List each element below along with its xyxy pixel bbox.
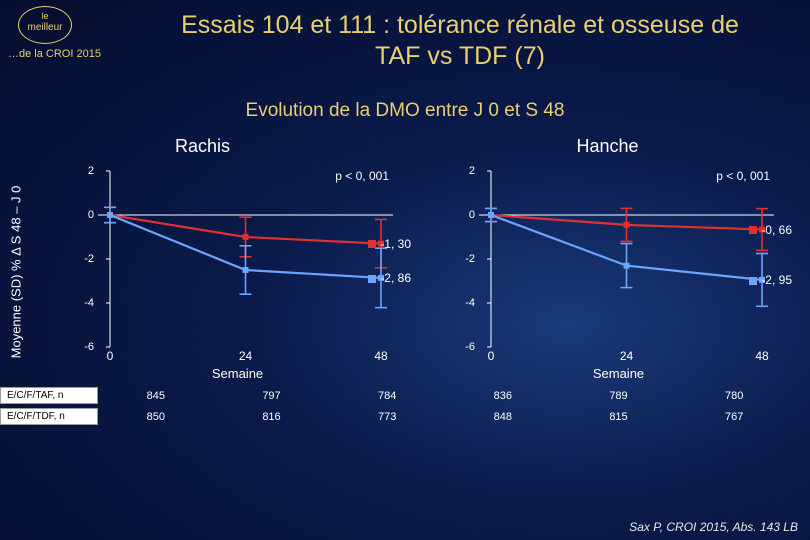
- chart-titles-row: Rachis Hanche: [0, 136, 810, 157]
- table-cell: 773: [329, 411, 445, 423]
- slide-title: Essais 104 et 111 : tolérance rénale et …: [180, 10, 740, 73]
- table-cell: 848: [445, 411, 561, 423]
- y-tick: -4: [64, 297, 94, 309]
- x-tick: 24: [620, 349, 633, 363]
- y-tick: 0: [445, 209, 475, 221]
- p-value: p < 0, 001: [335, 169, 389, 183]
- chart-hanche: Semaine p < 0, 001 -6-4-20202448-0, 66-2…: [445, 167, 792, 377]
- chart-title-right: Hanche: [405, 136, 810, 157]
- series-end-label: -2, 86: [366, 271, 413, 285]
- table-cell: 767: [676, 411, 792, 423]
- x-tick: 0: [107, 349, 114, 363]
- y-tick: 2: [445, 165, 475, 177]
- y-axis-label: Moyenne (SD) % Δ S 48 – J 0: [9, 186, 24, 359]
- y-tick: 0: [64, 209, 94, 221]
- table-cell: 850: [98, 411, 214, 423]
- table-row-label: E/C/F/TAF, n: [0, 387, 98, 404]
- table-cell: 836: [445, 390, 561, 402]
- x-axis-label: Semaine: [445, 366, 792, 381]
- y-tick: -2: [445, 253, 475, 265]
- n-table: E/C/F/TAF, n845797784836789780 E/C/F/TDF,…: [0, 387, 810, 425]
- series-end-label: -2, 95: [747, 273, 794, 287]
- chart-rachis: Semaine p < 0, 001 -6-4-20202448-1, 30-2…: [64, 167, 411, 377]
- x-tick: 24: [239, 349, 252, 363]
- series-end-label: -1, 30: [366, 237, 413, 251]
- plot-area: [98, 171, 393, 347]
- plot-area: [479, 171, 774, 347]
- table-row-label: E/C/F/TDF, n: [0, 408, 98, 425]
- table-cell: 797: [214, 390, 330, 402]
- table-cell: 816: [214, 411, 330, 423]
- table-cell: 815: [561, 411, 677, 423]
- y-tick: -4: [445, 297, 475, 309]
- citation: Sax P, CROI 2015, Abs. 143 LB: [629, 520, 798, 534]
- y-tick: 2: [64, 165, 94, 177]
- charts-row: Moyenne (SD) % Δ S 48 – J 0 Semaine p < …: [0, 167, 810, 377]
- p-value: p < 0, 001: [716, 169, 770, 183]
- logo-subtext: …de la CROI 2015: [8, 48, 101, 60]
- slide-subtitle: Evolution de la DMO entre J 0 et S 48: [0, 100, 810, 122]
- chart-title-left: Rachis: [0, 136, 405, 157]
- x-tick: 0: [488, 349, 495, 363]
- y-tick: -2: [64, 253, 94, 265]
- logo-line1: le: [19, 12, 71, 22]
- table-cell: 780: [676, 390, 792, 402]
- y-tick: -6: [445, 341, 475, 353]
- table-cell: 784: [329, 390, 445, 402]
- x-tick: 48: [755, 349, 768, 363]
- table-cell: 845: [98, 390, 214, 402]
- x-axis-label: Semaine: [64, 366, 411, 381]
- table-cell: 789: [561, 390, 677, 402]
- logo-badge: le meilleur: [18, 6, 72, 44]
- series-end-label: -0, 66: [747, 223, 794, 237]
- y-tick: -6: [64, 341, 94, 353]
- logo-line2: meilleur: [19, 22, 71, 33]
- slide-header: le meilleur …de la CROI 2015 Essais 104 …: [0, 0, 810, 88]
- x-tick: 48: [374, 349, 387, 363]
